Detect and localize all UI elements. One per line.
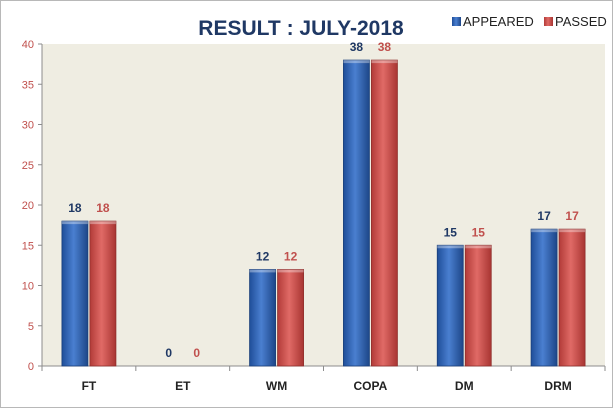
data-label-appeared-copa: 38	[350, 40, 364, 54]
bar-appeared-drm	[530, 228, 558, 367]
bar-passed-dm	[464, 244, 492, 367]
x-tick-label: WM	[266, 379, 287, 393]
data-label-passed-wm: 12	[284, 249, 298, 263]
plot-area	[42, 44, 605, 366]
y-tick-label: 35	[22, 79, 34, 91]
data-label-passed-copa: 38	[378, 40, 392, 54]
data-label-passed-dm: 15	[472, 225, 486, 239]
y-tick-label: 0	[28, 361, 34, 373]
data-label-passed-et: 0	[193, 346, 200, 360]
bar-passed-wm	[277, 268, 304, 367]
legend: APPEARED PASSED	[452, 14, 607, 29]
y-tick-label: 5	[28, 321, 34, 333]
x-tick-label: FT	[82, 379, 97, 393]
y-tick-label: 25	[22, 160, 34, 172]
legend-label-appeared: APPEARED	[463, 14, 534, 29]
bar-top-highlight	[61, 221, 88, 225]
bar-top-highlight	[89, 221, 116, 225]
y-tick-label: 20	[22, 200, 34, 212]
data-label-appeared-drm: 17	[537, 209, 551, 223]
y-tick-label: 40	[22, 39, 34, 51]
legend-swatch-passed	[544, 17, 553, 26]
data-label-appeared-et: 0	[165, 346, 172, 360]
x-axis-ticks: FT ET WM COPA DM DRM	[41, 366, 606, 393]
bars	[61, 59, 586, 367]
y-tick-label: 15	[22, 240, 34, 252]
bar-passed-copa	[371, 59, 398, 367]
x-tick-label: ET	[175, 379, 191, 393]
legend-label-passed: PASSED	[555, 14, 607, 29]
bar-top-highlight	[371, 60, 398, 64]
y-axis-ticks: 0 5 10 15 20 25 30 35 40	[22, 39, 42, 373]
y-tick-label: 10	[22, 281, 34, 293]
bar-top-highlight	[249, 269, 276, 273]
x-tick-label: DRM	[544, 379, 571, 393]
data-label-appeared-dm: 15	[444, 225, 458, 239]
bar-appeared-dm	[436, 244, 464, 367]
bar-passed-drm	[558, 228, 586, 367]
bar-appeared-wm	[249, 268, 276, 367]
bar-passed-ft	[89, 220, 117, 367]
data-labels: 18 18 0 0 12 12 38 38 15 15 17 17	[68, 40, 579, 360]
data-label-passed-ft: 18	[96, 201, 110, 215]
bar-appeared-ft	[61, 220, 89, 367]
bar-top-highlight	[343, 60, 370, 64]
data-label-appeared-ft: 18	[68, 201, 82, 215]
x-tick-label: DM	[455, 379, 474, 393]
bar-top-highlight	[465, 245, 492, 249]
bar-top-highlight	[531, 229, 558, 233]
bar-appeared-copa	[343, 59, 370, 367]
data-label-appeared-wm: 12	[256, 249, 270, 263]
chart-title: RESULT : JULY-2018	[198, 17, 404, 40]
data-label-passed-drm: 17	[565, 209, 579, 223]
bar-top-highlight	[277, 269, 304, 273]
x-tick-label: COPA	[354, 379, 388, 393]
bar-top-highlight	[437, 245, 464, 249]
bar-top-highlight	[559, 229, 586, 233]
y-tick-label: 30	[22, 120, 34, 132]
legend-swatch-appeared	[452, 17, 461, 26]
